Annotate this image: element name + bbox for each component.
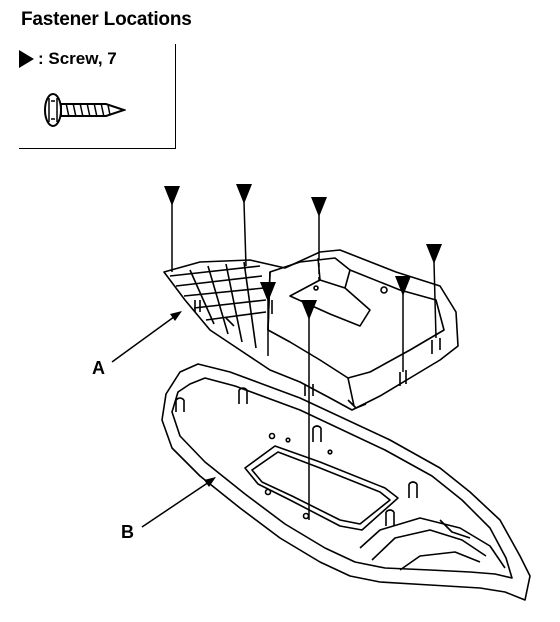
legend-text: : Screw, 7 [38,49,117,68]
label-b: B [121,522,134,542]
screw-marker-4 [426,244,442,339]
triangle-pointer-icon [19,50,34,68]
screw-marker-2 [236,184,252,267]
part-a-cover [163,249,459,411]
legend-box [19,44,176,149]
screw-icon [44,93,126,127]
screw-marker-5 [260,282,276,356]
label-a: A [92,358,105,378]
legend-entry: : Screw, 7 [19,49,117,69]
screw-marker-6 [395,276,411,372]
page-title: Fastener Locations [21,9,192,30]
screw-marker-3 [311,197,327,284]
screw-marker-7 [301,300,317,520]
callout-lines [111,311,216,528]
screw-marker-1 [164,186,180,272]
part-b-tray [161,363,531,601]
screw-leaders [164,184,442,520]
